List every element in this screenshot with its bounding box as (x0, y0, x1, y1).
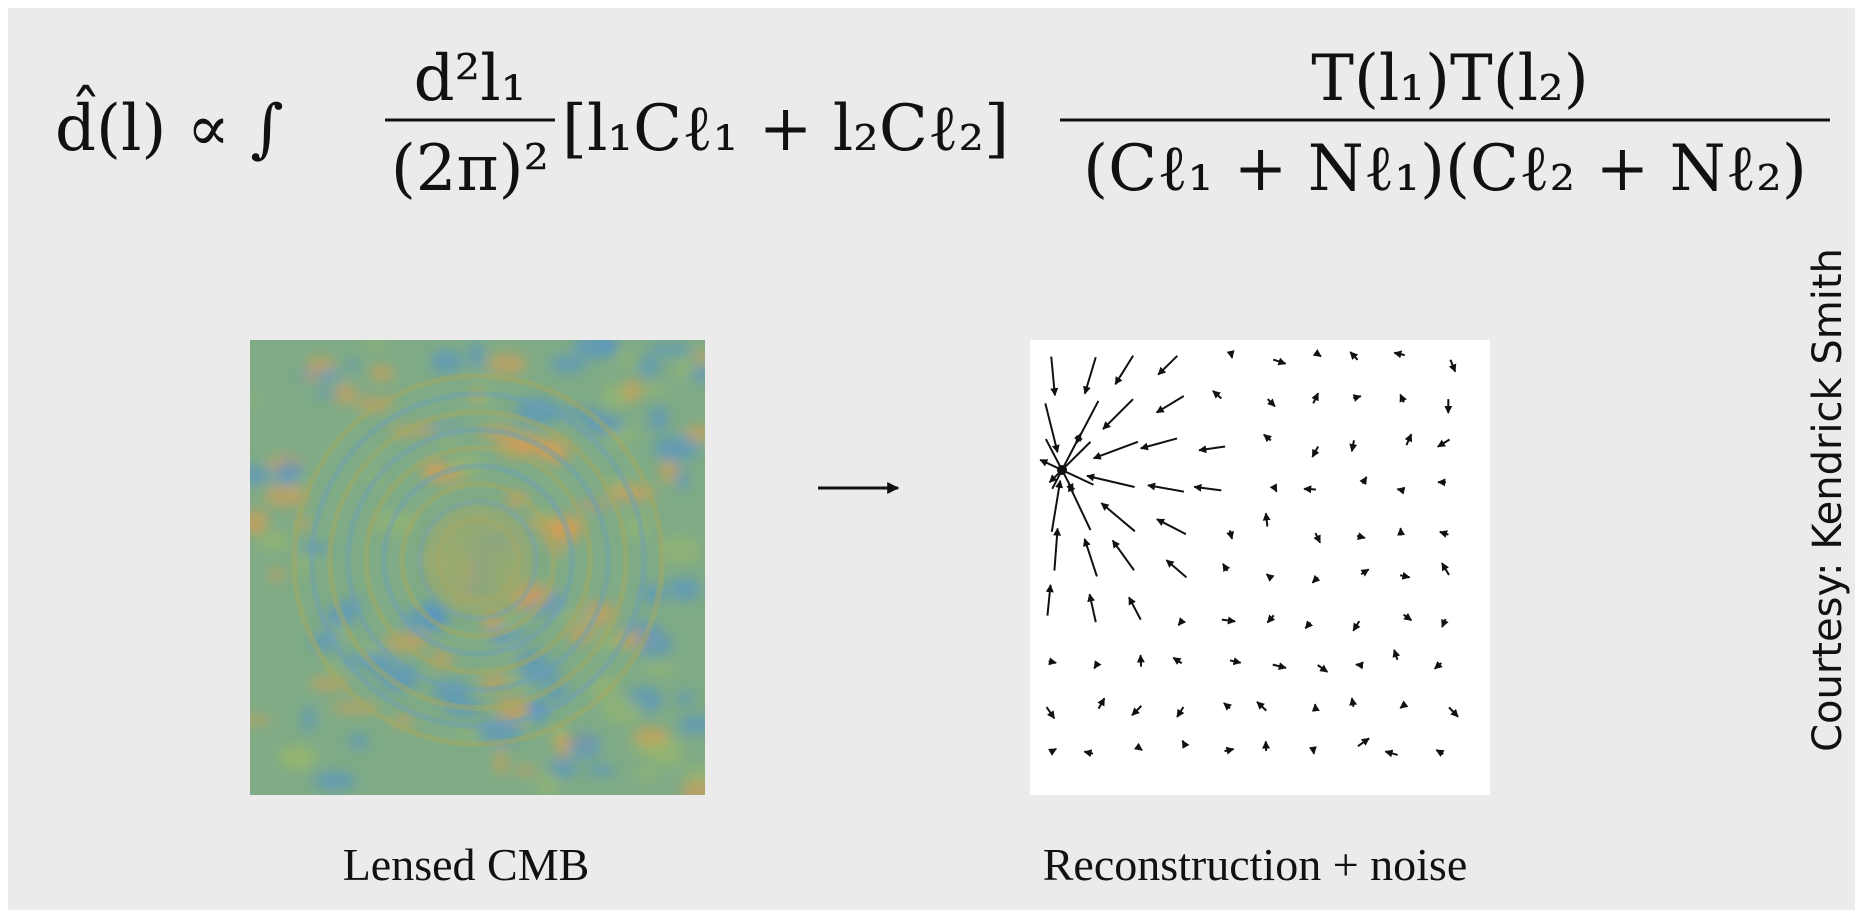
formula-bracket: [l₁Cℓ₁ + l₂Cℓ₂] (562, 92, 1009, 166)
cmb-core (423, 505, 533, 615)
vector-field-panel (1030, 340, 1490, 795)
cmb-spot (469, 342, 485, 368)
cmb-spot (495, 748, 507, 775)
formula-lhs: d̂(l) ∝ ∫ (55, 85, 284, 166)
cmb-map (229, 333, 721, 805)
cmb-spot (313, 771, 357, 790)
cmb-spot (487, 353, 527, 375)
field-arrow (1315, 704, 1316, 710)
cmb-spot (348, 734, 368, 749)
cmb-spot (675, 369, 694, 378)
cmb-spot (647, 344, 691, 356)
cmb-spot (346, 360, 360, 370)
cmb-spot (603, 696, 642, 723)
field-arrow (1231, 352, 1232, 358)
cmb-spot (273, 471, 298, 485)
cmb-spot (617, 353, 637, 365)
caption: Reconstruction + noise (1043, 839, 1468, 890)
cmb-spot (303, 706, 316, 732)
cmb-spot (365, 340, 386, 350)
cmb-spot (586, 764, 615, 776)
fraction-denominator: (2π)² (391, 132, 549, 206)
cmb-spot (535, 773, 558, 796)
cmb-spot (550, 756, 576, 778)
field-center (1057, 465, 1067, 475)
cmb-spot (653, 435, 700, 461)
field-arrow (1356, 664, 1362, 665)
cmb-spot (298, 549, 310, 575)
cmb-spot (676, 468, 689, 491)
fraction-numerator: d²l₁ (414, 42, 527, 116)
fraction-numerator: T(l₁)T(l₂) (1311, 42, 1589, 116)
field-arrow (1141, 655, 1142, 666)
cmb-spot (369, 365, 394, 382)
cmb-spot (643, 663, 675, 676)
cmb-spot (675, 692, 694, 705)
cmb-spot (283, 746, 313, 770)
fraction-denominator: (Cℓ₁ + Nℓ₁)(Cℓ₂ + Nℓ₂) (1083, 132, 1807, 206)
credit: Courtesy: Kendrick Smith (1805, 248, 1851, 752)
cmb-spot (333, 383, 357, 404)
cmb-spot (622, 380, 643, 401)
cmb-spot (638, 357, 660, 376)
cmb-spot (431, 350, 463, 374)
cmb-spot (304, 372, 320, 382)
cmb-spot (257, 531, 290, 552)
cmb-spot (668, 577, 701, 601)
cmb-spot (306, 356, 335, 372)
field-arrow (1313, 748, 1314, 754)
field-arrow (1401, 528, 1402, 535)
cmb-spot (569, 732, 602, 759)
cmb-spot (635, 769, 657, 781)
cmb-spot (633, 727, 669, 745)
cmb-spot (516, 765, 535, 776)
caption: Lensed CMB (343, 839, 590, 890)
cmb-spot (659, 460, 679, 483)
cmb-spot (268, 569, 284, 581)
cmb-spot (649, 405, 669, 432)
cmb-spot (659, 537, 701, 565)
cmb-spot (549, 356, 586, 373)
slide: d̂(l) ∝ ∫ d²l₁ (2π)² [l₁Cℓ₁ + l₂Cℓ₂] T(l… (0, 0, 1863, 918)
field-arrow (1304, 489, 1316, 490)
